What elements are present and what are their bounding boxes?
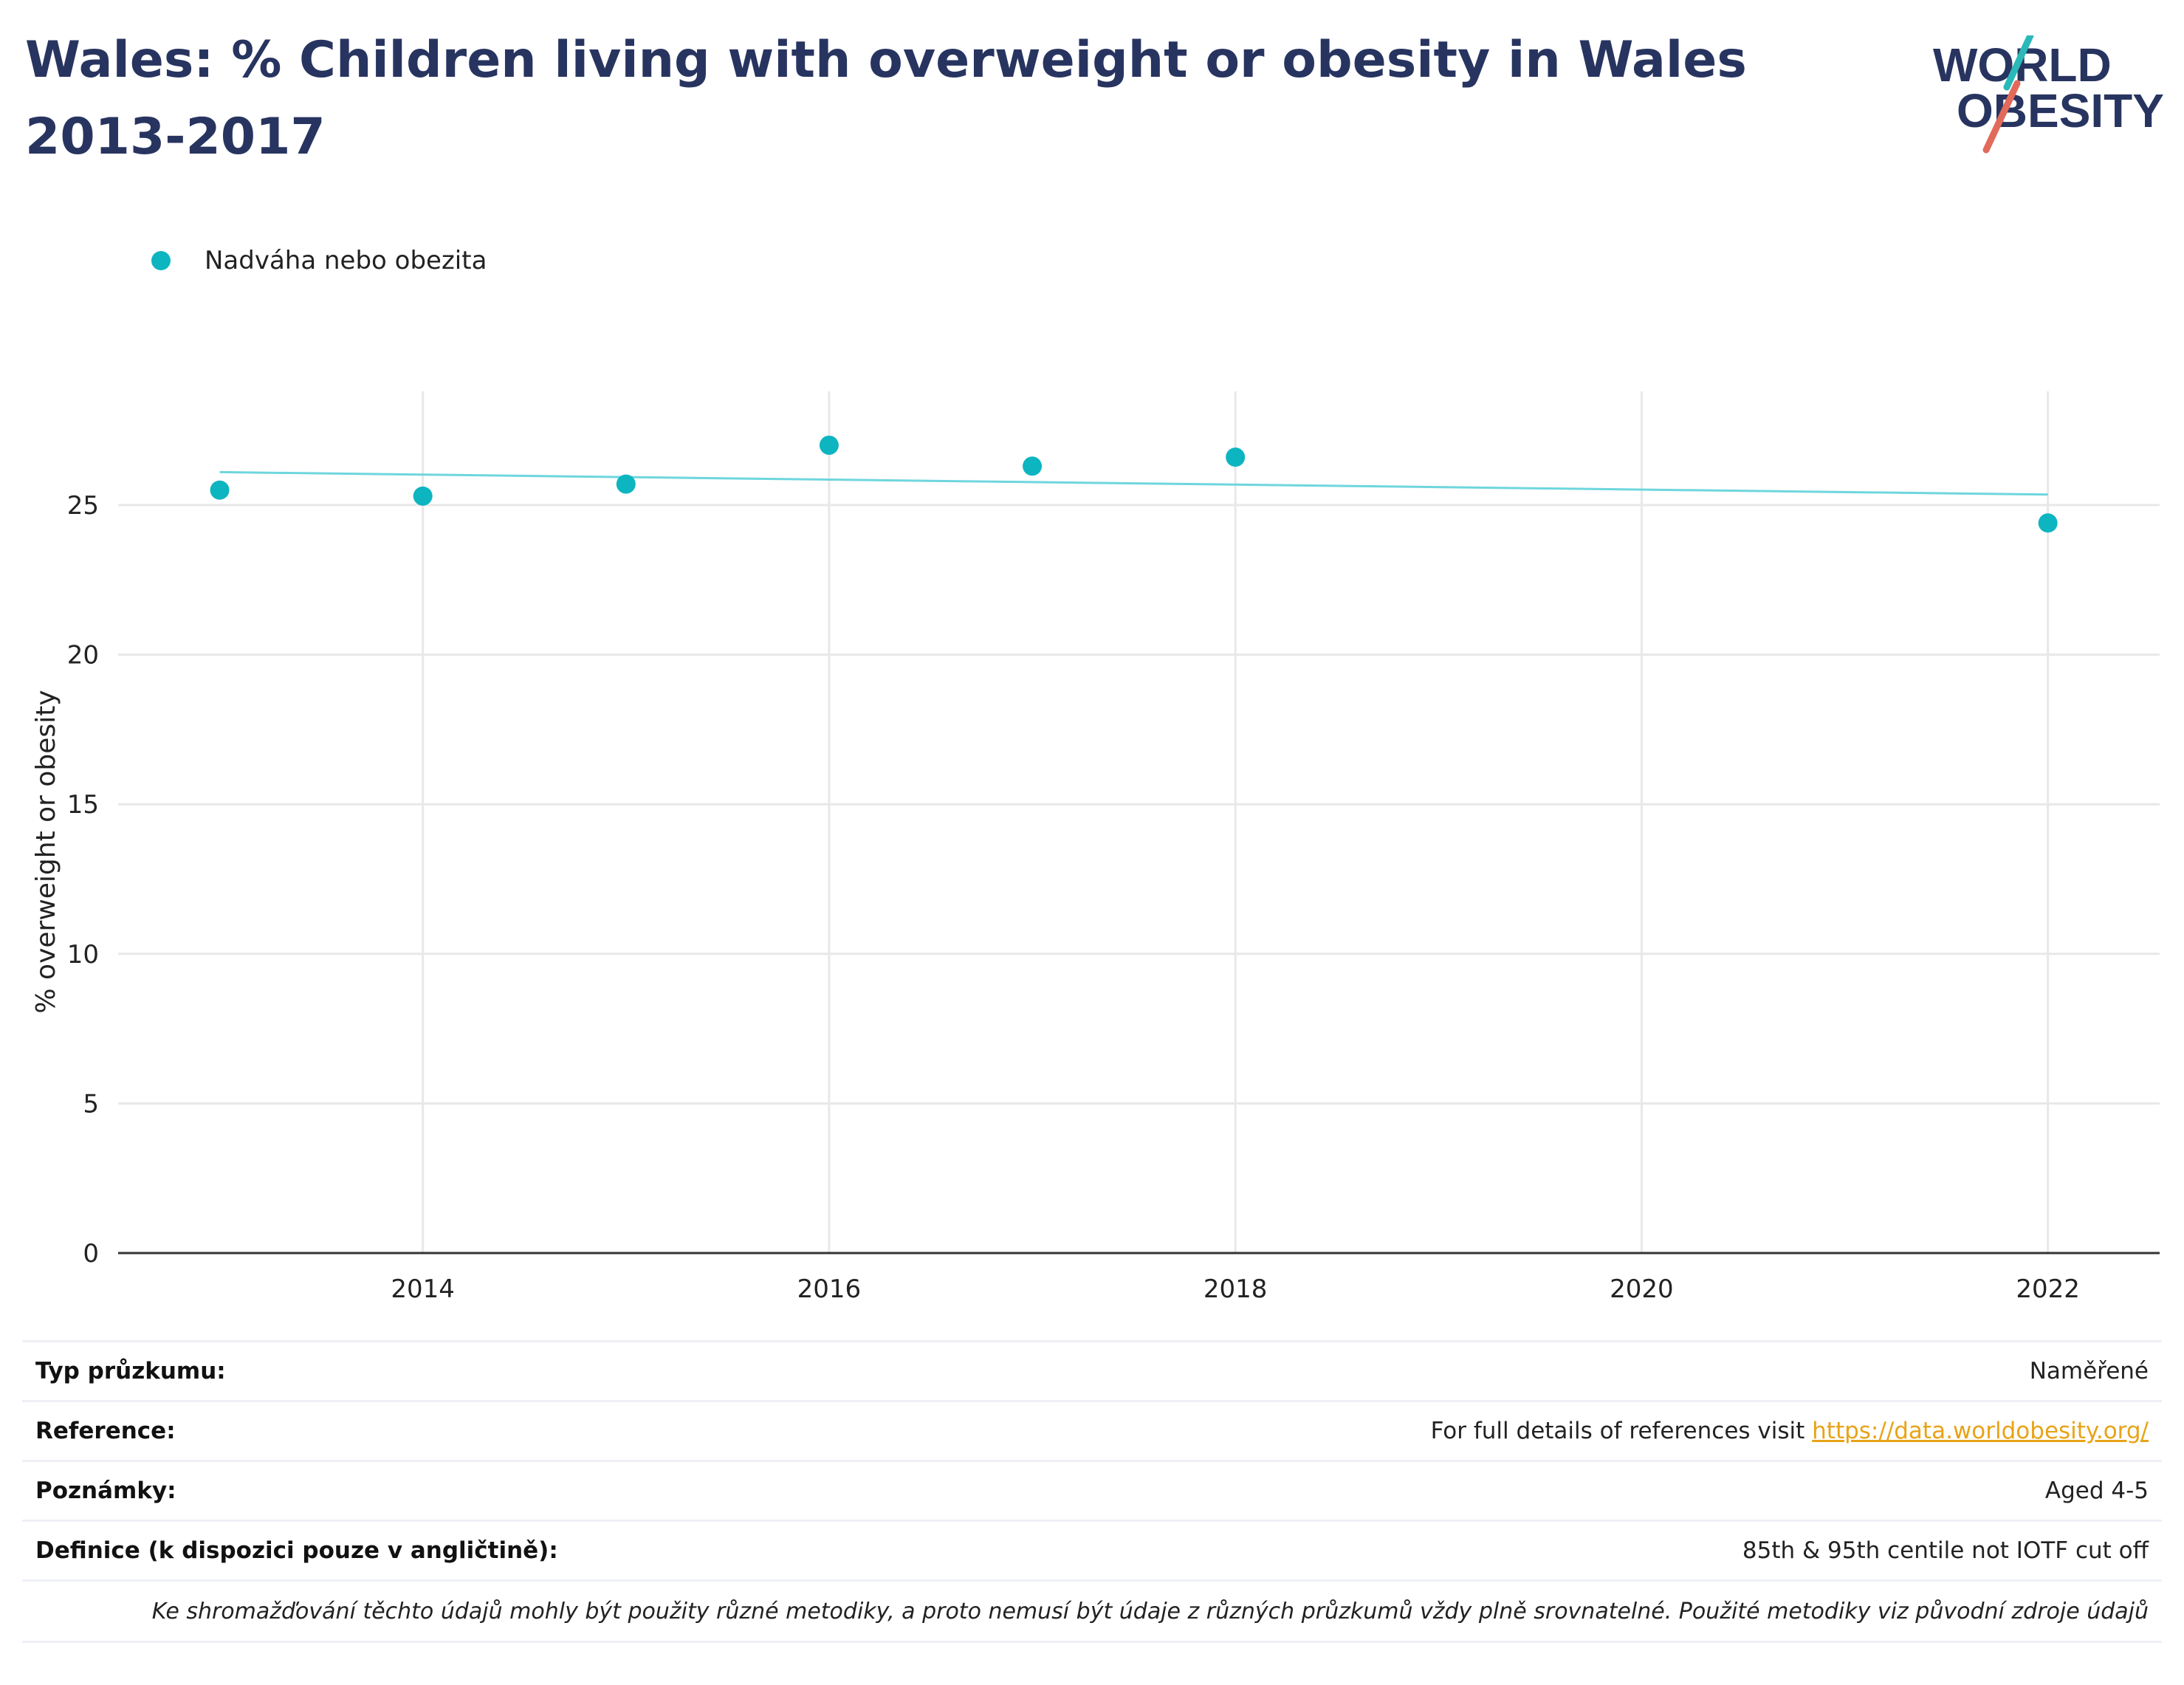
- x-tick-label: 2020: [1610, 1274, 1674, 1304]
- meta-value-definition: 85th & 95th centile not IOTF cut off: [1742, 1537, 2149, 1564]
- data-point: [210, 480, 230, 500]
- meta-row-survey-type: Typ průzkumu: Naměřené: [22, 1340, 2162, 1400]
- y-tick-label: 20: [67, 641, 99, 670]
- world-obesity-logo: WORLD OBESITY: [1933, 35, 2164, 154]
- meta-key-definition: Definice (k dispozici pouze v angličtině…: [35, 1537, 558, 1564]
- meta-value-reference: For full details of references visit htt…: [1431, 1418, 2149, 1444]
- legend-label: Nadváha nebo obezita: [205, 246, 487, 275]
- data-point: [413, 486, 433, 506]
- meta-row-reference: Reference: For full details of reference…: [22, 1400, 2162, 1460]
- meta-key-survey-type: Typ průzkumu:: [35, 1358, 226, 1384]
- data-point: [1023, 456, 1043, 476]
- legend-marker: [151, 251, 171, 270]
- x-tick-label: 2018: [1203, 1274, 1268, 1304]
- data-point: [819, 435, 839, 455]
- data-point: [1226, 447, 1246, 467]
- metadata-table: Typ průzkumu: Naměřené Reference: For fu…: [22, 1340, 2162, 1643]
- y-axis-label: % overweight or obesity: [31, 690, 61, 1013]
- y-tick-label: 10: [67, 940, 99, 970]
- y-tick-label: 0: [83, 1239, 99, 1269]
- x-tick-label: 2016: [797, 1274, 862, 1304]
- chart-title: Wales: % Children living with overweight…: [25, 31, 1747, 166]
- data-point: [616, 474, 636, 494]
- data-point: [2038, 513, 2058, 533]
- trend-line: [219, 470, 2048, 496]
- reference-link[interactable]: https://data.worldobesity.org/: [1812, 1418, 2149, 1444]
- y-tick-label: 25: [67, 491, 99, 521]
- meta-key-reference: Reference:: [35, 1418, 176, 1444]
- meta-row-notes: Poznámky: Aged 4-5: [22, 1460, 2162, 1520]
- y-tick-label: 5: [83, 1089, 99, 1119]
- meta-row-definition: Definice (k dispozici pouze v angličtině…: [22, 1520, 2162, 1579]
- x-tick-label: 2014: [391, 1274, 455, 1304]
- meta-value-survey-type: Naměřené: [2029, 1358, 2149, 1384]
- reference-text: For full details of references visit: [1430, 1418, 1813, 1444]
- logo-slash-red: [1982, 80, 2021, 154]
- scatter-chart: 0 5 10 15 20 25 2014 2016 2018 2020 2022 % overweig…: [31, 391, 2160, 1304]
- meta-key-notes: Poznámky:: [35, 1478, 176, 1504]
- logo-slash-teal: [2003, 35, 2034, 91]
- methodology-disclaimer: Ke shromažďování těchto údajů mohly být …: [22, 1579, 2162, 1643]
- meta-value-notes: Aged 4-5: [2044, 1478, 2149, 1504]
- chart-legend[interactable]: Nadváha nebo obezita: [151, 242, 487, 279]
- y-tick-label: 15: [67, 790, 99, 820]
- logo-text-obesity: OBESITY: [1957, 84, 2164, 137]
- x-tick-label: 2022: [2016, 1274, 2080, 1304]
